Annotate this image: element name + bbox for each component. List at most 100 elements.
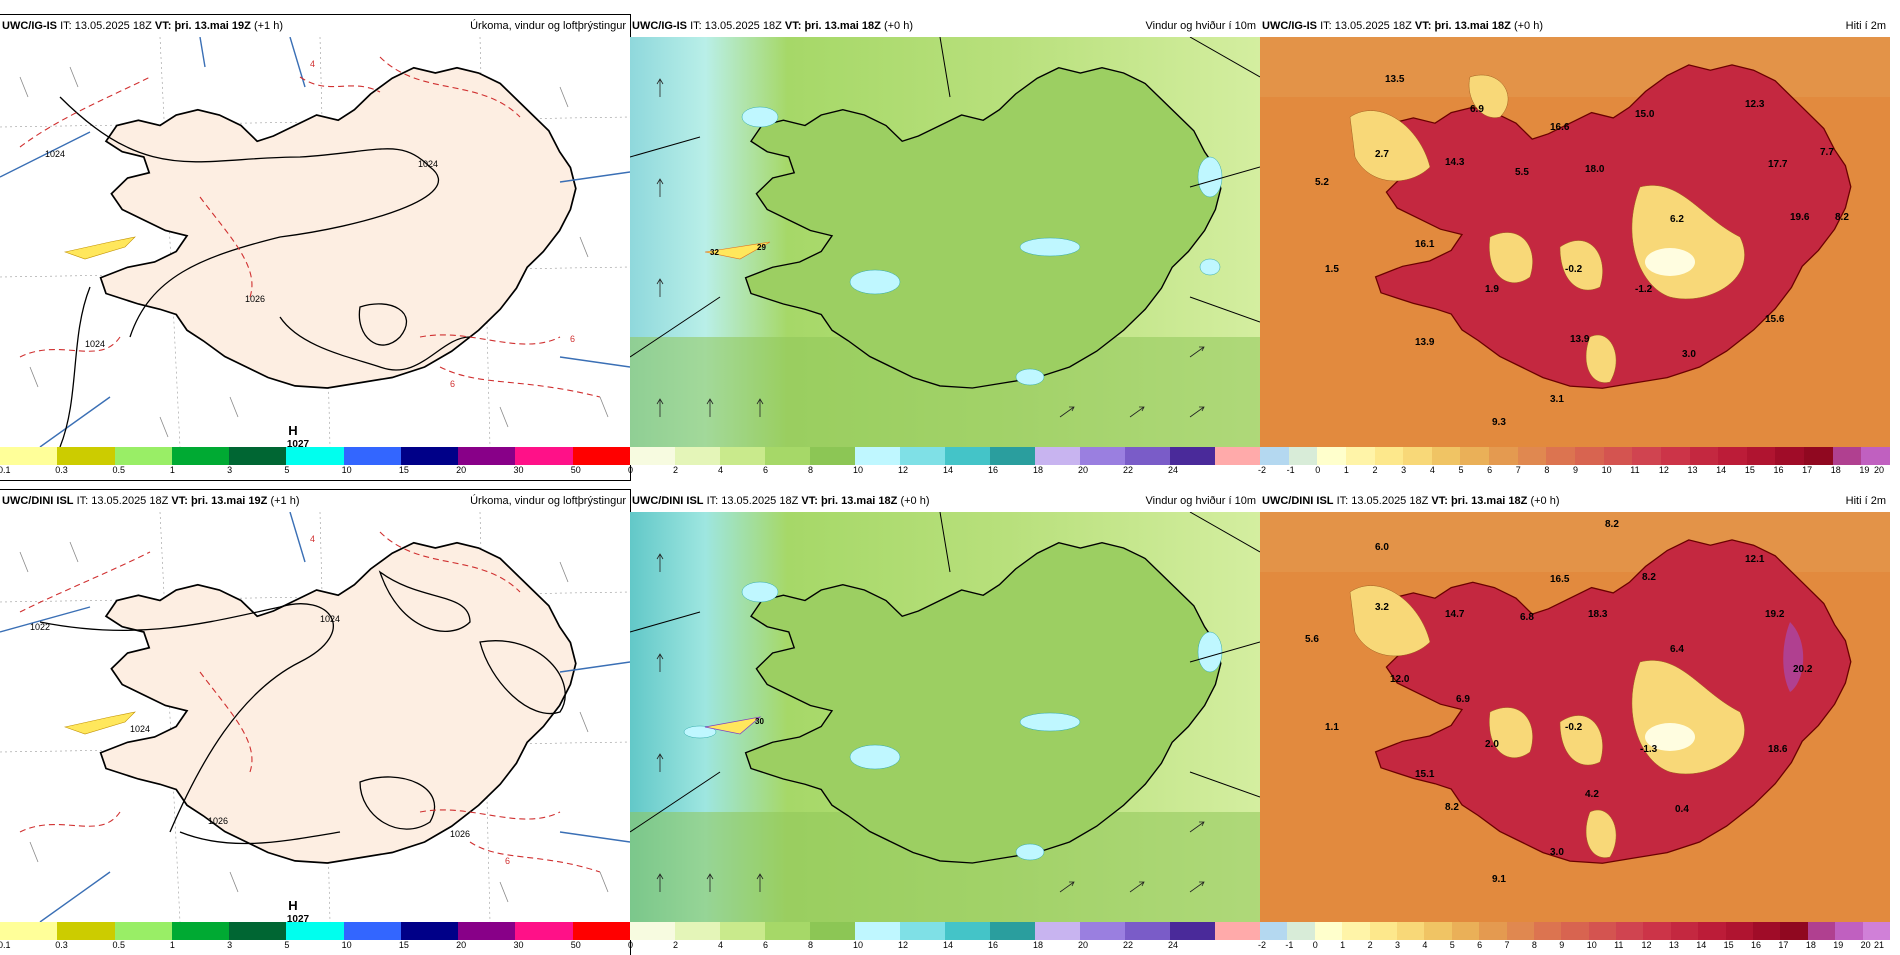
temperature-label: 14.3 <box>1445 157 1465 168</box>
temperature-label: 3.0 <box>1550 847 1564 858</box>
lead-time: (+0 h) <box>883 20 913 32</box>
colorbar-swatch <box>630 922 676 940</box>
panel-header: UWC/IG-IS IT: 13.05.2025 18Z VT: þri. 13… <box>630 15 1260 37</box>
colorbar-label: 0.1 <box>0 465 11 475</box>
valid-time: þri. 13.mai 18Z <box>820 495 898 507</box>
issue-time: 13.05.2025 18Z <box>1351 495 1429 507</box>
temperature-label: 13.9 <box>1415 337 1435 348</box>
temperature-label: 13.5 <box>1385 74 1405 85</box>
colorbar-swatch <box>900 922 946 940</box>
colorbar-swatch <box>1314 922 1343 940</box>
temperature-label: 16.1 <box>1415 239 1435 250</box>
colorbar-label: 0 <box>1312 940 1318 950</box>
precip-contour-label: 6 <box>505 856 510 866</box>
colorbar-label: 14 <box>1696 940 1707 950</box>
colorbar-label: 13 <box>1668 940 1679 950</box>
colorbar-swatch <box>1215 447 1261 465</box>
colorbar-label: 7 <box>1504 940 1510 950</box>
colorbar-label: 2 <box>673 940 679 950</box>
temperature-panel: UWC/IG-IS IT: 13.05.2025 18Z VT: þri. 13… <box>1258 15 1891 480</box>
it-label: IT: <box>60 20 72 32</box>
colorbar-label: 0 <box>1315 465 1321 475</box>
colorbar-label: 2 <box>1372 465 1378 475</box>
temperature-label: 0.4 <box>1675 804 1689 815</box>
it-label: IT: <box>76 495 89 507</box>
temperature-label: 6.4 <box>1670 644 1684 655</box>
precip-map: H 1027 1022 1024 1024 1026 1026 4 6 <box>0 512 630 922</box>
colorbar-swatch <box>458 447 516 465</box>
colorbar-label: 3 <box>1401 465 1407 475</box>
colorbar-label: 8 <box>1544 465 1550 475</box>
colorbar-swatch <box>1125 922 1171 940</box>
panel-description: Úrkoma, vindur og loftþrýstingur <box>470 495 626 507</box>
temperature-label: 18.3 <box>1588 609 1608 620</box>
temperature-label: 6.9 <box>1456 694 1470 705</box>
colorbar-swatch <box>1479 922 1508 940</box>
colorbar-label: 1 <box>169 465 175 475</box>
colorbar-label: 0.5 <box>112 940 126 950</box>
temperature-label: -1.3 <box>1640 744 1658 755</box>
colorbar-swatch <box>1718 447 1748 465</box>
high-pressure-value: 1027 <box>287 914 310 922</box>
colorbar-label: 18 <box>1033 465 1044 475</box>
colorbar-label: -1 <box>1285 940 1294 950</box>
colorbar-label: 4 <box>1422 940 1428 950</box>
colorbar-label: 50 <box>570 465 581 475</box>
colorbar-swatch <box>400 922 459 940</box>
colorbar-swatch <box>630 447 676 465</box>
issue-time: 13.05.2025 18Z <box>1334 20 1412 32</box>
vt-label: VT: <box>801 495 818 507</box>
colorbar-swatch <box>1835 922 1864 940</box>
temperature-label: 16.6 <box>1550 122 1570 133</box>
temperature-label: 14.7 <box>1445 609 1465 620</box>
panel-header: UWC/DINI ISL IT: 13.05.2025 18Z VT: þri.… <box>0 490 630 512</box>
colorbar-swatch <box>1689 447 1719 465</box>
colorbar-swatch <box>1533 922 1562 940</box>
lead-time: (+0 h) <box>900 495 930 507</box>
colorbar-label: 15 <box>1744 465 1755 475</box>
colorbar-swatch <box>720 922 766 940</box>
colorbar-swatch <box>1451 922 1480 940</box>
colorbar-label: 20 <box>456 465 467 475</box>
colorbar-label: 10 <box>341 465 352 475</box>
temperature-label: 16.5 <box>1550 574 1570 585</box>
colorbar-label: 12 <box>898 465 909 475</box>
temperature-label: 2.7 <box>1375 149 1389 160</box>
colorbar-label: 20 <box>456 940 467 950</box>
isobar-label: 1022 <box>30 622 50 632</box>
colorbar-label: 8 <box>808 465 814 475</box>
colorbar-swatch <box>286 447 345 465</box>
model-name: UWC/DINI ISL <box>632 495 704 507</box>
temperature-panel: UWC/DINI ISL IT: 13.05.2025 18Z VT: þri.… <box>1258 490 1891 955</box>
precip-map: H 1027 1024 1024 1026 1024 4 6 6 <box>0 37 630 447</box>
colorbar-label: 10 <box>853 940 864 950</box>
panel-description: Vindur og hviður í 10m <box>1145 495 1256 507</box>
colorbar-label: 14 <box>943 940 954 950</box>
colorbar-label: 12 <box>898 940 909 950</box>
colorbar-label: 4 <box>718 465 724 475</box>
colorbar-swatch <box>114 447 173 465</box>
colorbar-label: 22 <box>1123 465 1134 475</box>
colorbar-swatch <box>171 922 230 940</box>
colorbar-label: 14 <box>1716 465 1727 475</box>
lead-time: (+1 h) <box>253 20 283 32</box>
colorbar-swatch <box>1698 922 1727 940</box>
colorbar-label: 3 <box>1394 940 1400 950</box>
colorbar-swatch <box>57 447 116 465</box>
colorbar-swatch <box>1369 922 1398 940</box>
temperature-label: 4.2 <box>1585 789 1599 800</box>
colorbar-swatch <box>1287 922 1316 940</box>
temperature-map: 8.2 6.0 12.1 16.5 8.2 3.2 14.7 6.8 18.3 … <box>1260 512 1890 922</box>
temperature-label: 8.2 <box>1605 519 1619 530</box>
colorbar-swatch <box>1342 922 1371 940</box>
colorbar-swatch <box>1804 447 1834 465</box>
colorbar-label: 1 <box>1343 465 1349 475</box>
colorbar-label: 17 <box>1802 465 1813 475</box>
colorbar-label: 7 <box>1515 465 1521 475</box>
lead-time: (+1 h) <box>270 495 300 507</box>
colorbar: 0 2 4 6 8 10 12 14 16 18 20 22 24 <box>628 447 1261 475</box>
panel-header: UWC/DINI ISL IT: 13.05.2025 18Z VT: þri.… <box>630 490 1260 512</box>
temperature-label: 1.5 <box>1325 264 1339 275</box>
colorbar-swatch <box>57 922 116 940</box>
colorbar-label: 24 <box>1168 940 1179 950</box>
